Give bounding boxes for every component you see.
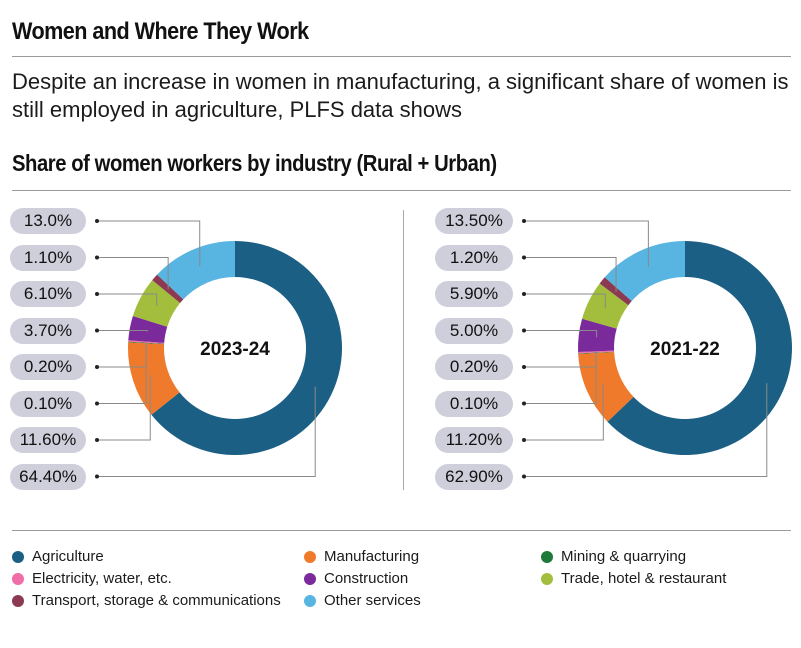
legend-item: Transport, storage & communications xyxy=(12,592,281,609)
legend-label: Electricity, water, etc. xyxy=(32,570,172,587)
leader-line xyxy=(97,330,149,332)
legend-swatch xyxy=(12,572,24,585)
legend-item: Agriculture xyxy=(12,548,104,565)
value-label: 5.90% xyxy=(435,281,513,307)
donut-slice-manufacturing xyxy=(578,352,634,422)
legend-swatch xyxy=(12,550,24,563)
leader-dot xyxy=(522,438,526,442)
legend-swatch xyxy=(12,594,24,607)
legend-label: Manufacturing xyxy=(324,548,420,565)
leader-dot xyxy=(522,401,526,406)
value-label: 0.10% xyxy=(435,390,513,417)
legend-item: Manufacturing xyxy=(304,548,419,565)
leader-dot xyxy=(522,328,526,333)
title-divider xyxy=(12,56,791,57)
legend-label: Mining & quarrying xyxy=(561,548,687,565)
legend-item: Construction xyxy=(304,570,408,587)
value-label: 11.20% xyxy=(435,427,513,453)
leader-dot xyxy=(95,401,99,406)
legend-label: Construction xyxy=(324,570,409,587)
leader-dot xyxy=(95,474,99,479)
legend-swatch xyxy=(304,594,316,607)
value-label: 13.0% xyxy=(10,208,86,234)
legend-item: Other services xyxy=(304,592,421,609)
leader-dot xyxy=(95,219,99,223)
leader-line xyxy=(524,293,606,309)
donut-slice-construction xyxy=(578,318,617,353)
leader-line xyxy=(97,375,151,441)
leader-dot xyxy=(522,292,526,296)
legend-item: Mining & quarrying xyxy=(541,548,686,565)
leader-dot xyxy=(95,328,99,333)
leader-dot xyxy=(95,292,99,296)
donut-slice-construction xyxy=(128,315,168,343)
leader-line xyxy=(97,220,201,267)
leader-dot xyxy=(95,438,99,442)
value-label: 1.10% xyxy=(10,244,86,271)
donut-center-label: 2021-22 xyxy=(650,339,720,360)
value-label: 0.20% xyxy=(10,354,86,380)
leader-dot xyxy=(522,219,526,223)
leader-line xyxy=(524,257,617,292)
legend-swatch xyxy=(304,550,316,563)
leader-dot xyxy=(95,255,99,260)
leader-line xyxy=(524,352,597,404)
legend-divider xyxy=(12,530,791,531)
value-label: 5.00% xyxy=(435,317,513,344)
value-label: 0.10% xyxy=(10,390,86,417)
leader-line xyxy=(524,330,598,338)
value-label: 62.90% xyxy=(435,463,513,490)
chart-title-divider xyxy=(12,190,791,191)
donut-slice-other-services xyxy=(157,241,235,300)
leader-line xyxy=(97,342,147,404)
donut-slice-agriculture xyxy=(151,241,342,456)
legend-label: Trade, hotel & restaurant xyxy=(561,570,727,587)
donut-slice-other-services xyxy=(604,241,685,302)
page-title: Women and Where They Work xyxy=(12,18,309,45)
legend-label: Agriculture xyxy=(32,548,104,565)
legend-label: Transport, storage & communications xyxy=(32,592,281,609)
chart-title: Share of women workers by industry (Rura… xyxy=(12,150,497,176)
value-label: 0.20% xyxy=(435,354,513,380)
value-label: 3.70% xyxy=(10,317,86,344)
leader-dot xyxy=(522,365,526,369)
page-subtitle: Despite an increase in women in manufact… xyxy=(12,69,789,122)
legend-label: Other services xyxy=(324,592,421,609)
donut-slice-manufacturing xyxy=(127,342,180,415)
leader-dot xyxy=(522,474,526,479)
donut-slice-agriculture xyxy=(607,241,792,455)
chart-divider xyxy=(403,210,404,490)
leader-dot xyxy=(522,255,526,260)
leader-line xyxy=(97,293,158,306)
leader-line xyxy=(524,383,768,477)
leader-line xyxy=(97,386,316,477)
legend-swatch xyxy=(304,572,316,585)
leader-line xyxy=(524,220,649,267)
legend-swatch xyxy=(541,572,553,585)
value-label: 6.10% xyxy=(10,281,86,307)
leader-line xyxy=(97,257,169,290)
legend-item: Trade, hotel & restaurant xyxy=(541,570,726,587)
legend-item: Electricity, water, etc. xyxy=(12,570,172,587)
leader-dot xyxy=(95,365,99,369)
legend-swatch xyxy=(541,550,553,563)
value-label: 64.40% xyxy=(10,463,86,490)
donut-center-label: 2023-24 xyxy=(200,339,270,360)
value-label: 11.60% xyxy=(10,427,86,453)
leader-line xyxy=(524,383,604,441)
value-label: 13.50% xyxy=(435,208,513,234)
value-label: 1.20% xyxy=(435,244,513,271)
donut-charts: 2023-24 2021-22 xyxy=(95,219,792,479)
donut-slice-electricity-water-etc xyxy=(128,340,165,344)
